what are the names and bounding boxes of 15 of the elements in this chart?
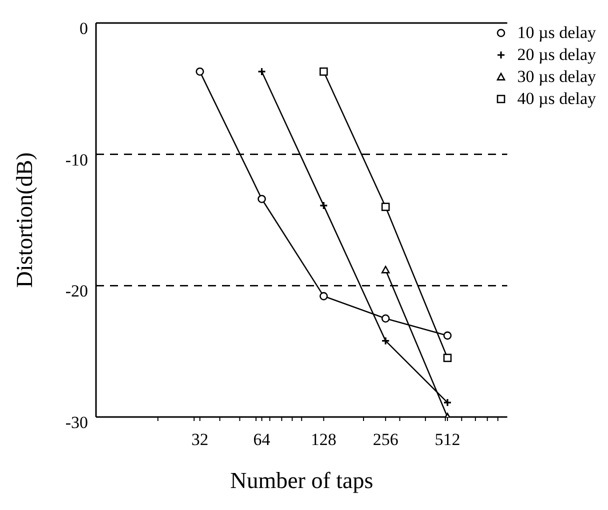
x-tick-label: 256 [372,430,398,450]
x-tick-label: 32 [191,430,208,450]
legend-label: 30 µs delay [517,66,596,88]
y-tick-label: 0 [80,19,88,38]
x-tick-label: 512 [434,430,460,450]
x-tick-label: 128 [310,430,336,450]
y-axis-title: Distortion(dB) [12,152,38,288]
x-axis-title: Number of taps [230,468,374,493]
y-tick-label: -20 [65,282,88,301]
y-tick-label: -30 [65,413,88,432]
legend-label: 20 µs delay [517,44,596,66]
legend-label: 10 µs delay [517,22,596,44]
x-tick-label: 64 [253,430,271,450]
legend-label: 40 µs delay [517,88,596,110]
y-tick-label: -10 [65,150,88,170]
